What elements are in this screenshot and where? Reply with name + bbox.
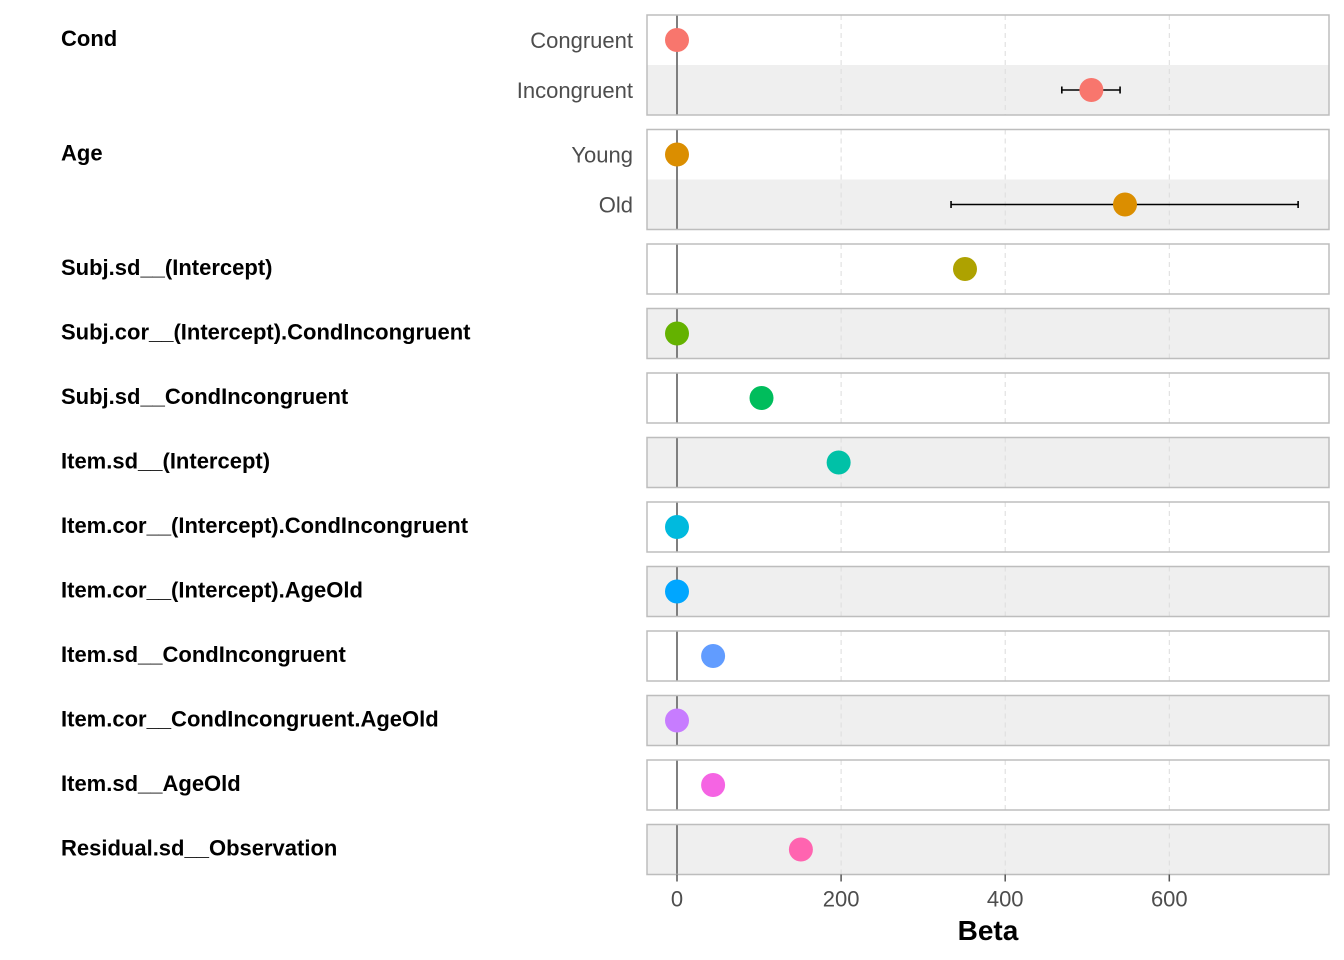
data-point (665, 142, 689, 167)
x-tick-label: 200 (823, 887, 860, 912)
row-band (647, 308, 1329, 359)
facet-label: Age (61, 140, 103, 165)
panel-border (646, 630, 1330, 682)
facet-label: Subj.sd__(Intercept) (61, 255, 272, 280)
data-point (701, 644, 726, 668)
row-band (647, 437, 1329, 488)
facet-subj-cor-intercept-condincongruent: Subj.cor__(Intercept).CondIncongruent (61, 307, 1330, 360)
facet-item-cor-intercept-condincongruent: Item.cor__(Intercept).CondIncongruent (61, 501, 1330, 553)
facet-label: Item.cor__CondIncongruent.AgeOld (61, 706, 439, 731)
row-band (647, 65, 1329, 115)
row-band (647, 244, 1329, 294)
data-point (665, 28, 689, 52)
x-tick-label: 0 (671, 887, 683, 912)
panel-border (646, 307, 1330, 360)
data-point (826, 450, 851, 475)
facet-label: Item.cor__(Intercept).CondIncongruent (61, 513, 469, 538)
facet-age: Age Young Old (61, 128, 1330, 231)
row-band (647, 824, 1329, 875)
panel-border (646, 565, 1330, 618)
row-band (647, 502, 1329, 552)
data-point (701, 773, 726, 797)
panel-border (646, 436, 1330, 489)
facet-label: Residual.sd__Observation (61, 835, 337, 860)
row-band (647, 15, 1329, 65)
facet-cond: Cond Congruent Incongruent (61, 14, 1330, 116)
panel-border (646, 694, 1330, 747)
facet-label: Subj.sd__CondIncongruent (61, 384, 349, 409)
data-point (665, 579, 689, 604)
data-point (1079, 78, 1104, 102)
x-tick-label: 600 (1151, 887, 1188, 912)
row-band (647, 695, 1329, 746)
facet-subj-sd-intercept: Subj.sd__(Intercept) (61, 243, 1330, 295)
row-band (647, 760, 1329, 810)
facet-item-cor-condincongruent-ageold: Item.cor__CondIncongruent.AgeOld (61, 694, 1330, 747)
facet-label: Item.sd__AgeOld (61, 771, 241, 796)
panel-border (646, 372, 1330, 424)
facet-panels: Cond Congruent Incongruent Age Young Old Subj.… (61, 14, 1330, 876)
data-point (1112, 192, 1137, 217)
panel-border (646, 243, 1330, 295)
data-point (665, 708, 689, 733)
data-point (788, 837, 813, 862)
facet-item-sd-ageold: Item.sd__AgeOld (61, 759, 1330, 811)
facet-subj-sd-condincongruent: Subj.sd__CondIncongruent (61, 372, 1330, 424)
level-label: Congruent (530, 28, 633, 53)
level-label: Young (571, 142, 633, 167)
facet-item-sd-intercept: Item.sd__(Intercept) (61, 436, 1330, 489)
panel-border (646, 759, 1330, 811)
facet-label: Subj.cor__(Intercept).CondIncongruent (61, 319, 471, 344)
panel-border (646, 14, 1330, 116)
data-point (665, 321, 689, 346)
level-label: Incongruent (517, 78, 633, 103)
facet-label: Item.sd__CondIncongruent (61, 642, 346, 667)
data-point (749, 386, 774, 410)
panel-border (646, 823, 1330, 876)
row-band (647, 566, 1329, 617)
x-tick-label: 400 (987, 887, 1024, 912)
row-band (647, 631, 1329, 681)
row-band (647, 373, 1329, 423)
panel-border (646, 501, 1330, 553)
data-point (952, 257, 977, 281)
facet-item-cor-intercept-ageold: Item.cor__(Intercept).AgeOld (61, 565, 1330, 618)
facet-label: Cond (61, 26, 117, 51)
data-point (665, 515, 689, 539)
panel-border (646, 128, 1330, 231)
level-label: Old (599, 192, 633, 217)
facet-label: Item.sd__(Intercept) (61, 448, 270, 473)
facet-item-sd-condincongruent: Item.sd__CondIncongruent (61, 630, 1330, 682)
x-axis-title: Beta (958, 915, 1019, 946)
facet-label: Item.cor__(Intercept).AgeOld (61, 577, 363, 602)
row-band (647, 129, 1329, 180)
x-axis: 0 200 400 600 (671, 874, 1188, 912)
facet-residual-sd-observation: Residual.sd__Observation (61, 823, 1330, 876)
